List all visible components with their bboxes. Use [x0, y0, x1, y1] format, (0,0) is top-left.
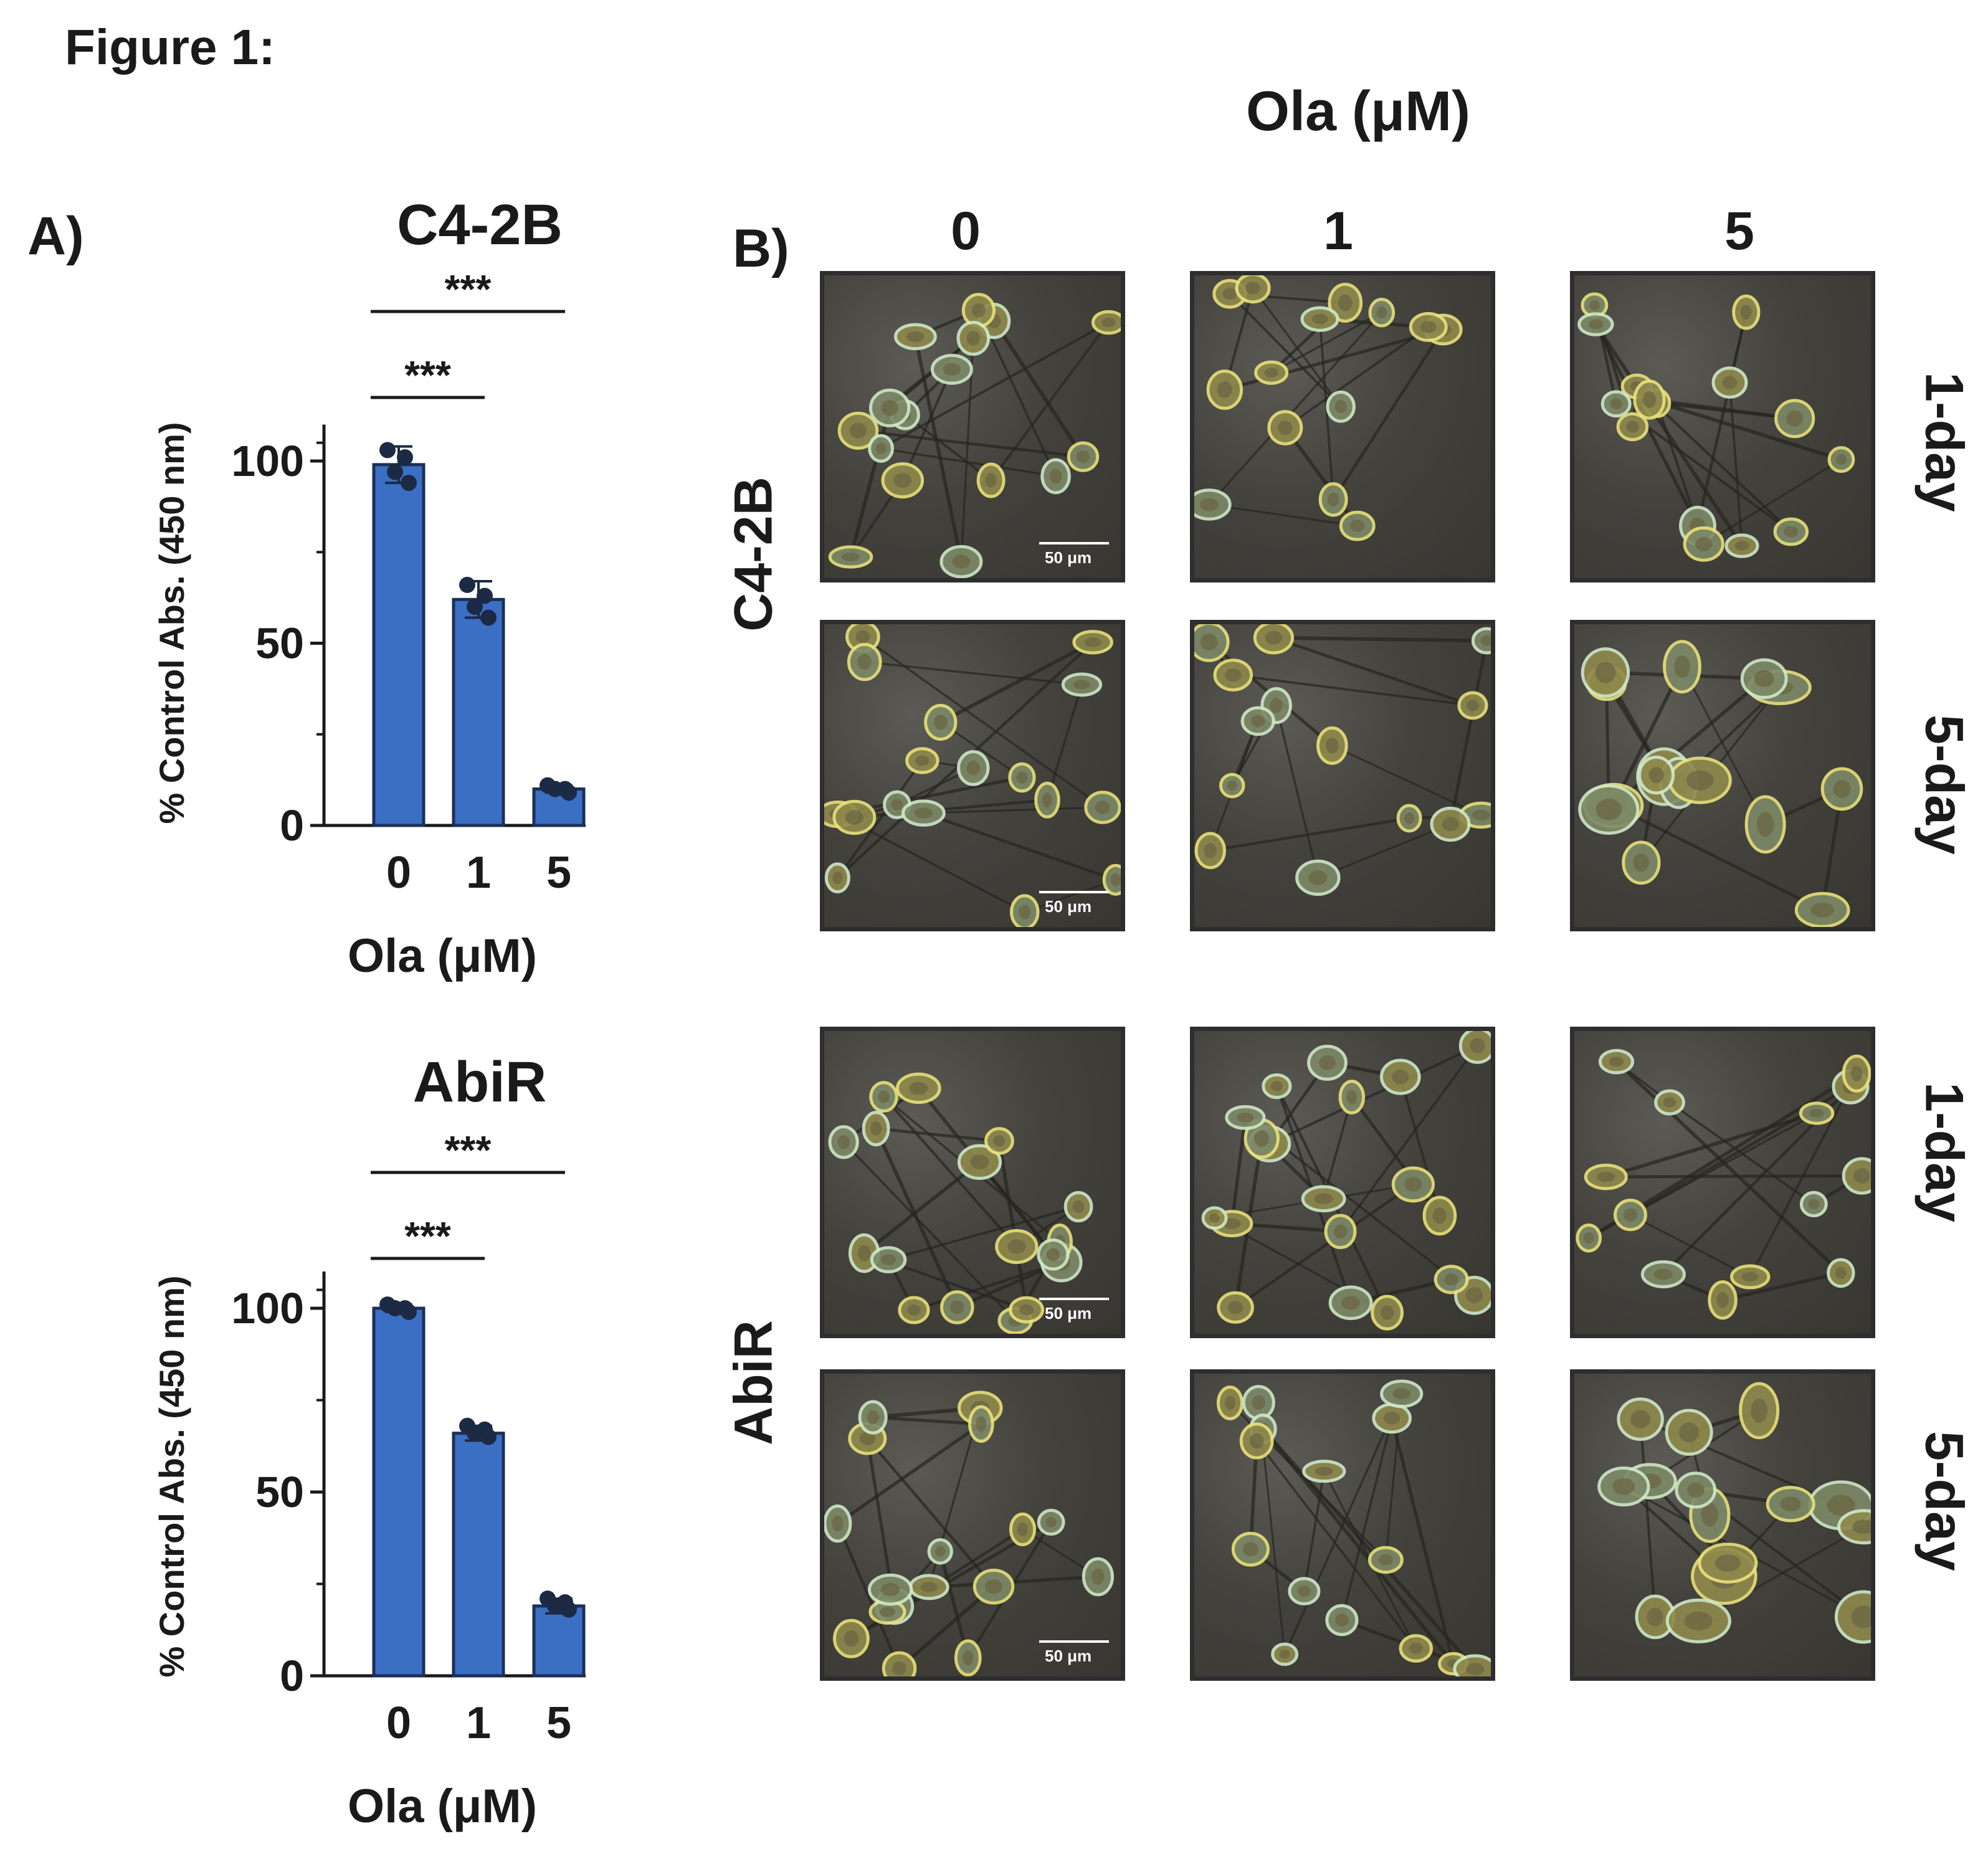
cell-image: [1578, 640, 1863, 927]
cell-image: [828, 1072, 1093, 1334]
chart-1-significance-label-1: ***: [445, 1128, 492, 1172]
cell-line-label-c42b: C4-2B: [723, 477, 784, 632]
scale-bar: [1039, 542, 1109, 544]
figure-title: Figure 1:: [65, 19, 275, 75]
cell-image: [1201, 1031, 1491, 1331]
micrograph-abir-1-day-5: [1570, 1027, 1875, 1338]
chart-0-y-tick-label-0: 0: [280, 801, 304, 850]
cell-image: [1194, 275, 1463, 541]
chart-0-y-label: % Control Abs. (450 nm): [152, 422, 191, 824]
chart-1-data-point-1: [480, 1428, 497, 1445]
chart-0-data-point-0: [379, 442, 396, 459]
chart-0-data-point-1: [459, 576, 475, 593]
scale-bar-label: 50 μm: [1045, 1304, 1092, 1323]
micrograph-c42b-5-day-0: 50 μm: [820, 620, 1125, 931]
chart-1-data-point-0: [387, 1300, 403, 1316]
chart-1-data-point-5: [561, 1601, 577, 1618]
micrograph-c42b-1-day-0: 50 μm: [820, 271, 1125, 582]
cell-image: [1597, 1382, 1871, 1644]
chart-0-data-point-1: [477, 587, 493, 604]
chart-0-data-point-0: [401, 475, 417, 492]
scale-bar: [1039, 1640, 1109, 1643]
micrograph-abir-5-day-5: [1570, 1369, 1875, 1681]
chart-0-x-tick-label-0: 0: [386, 848, 411, 898]
timepoint-label-c42b-1day: 1-day: [1914, 372, 1974, 512]
cell-image: [824, 624, 1121, 927]
cell-image: [1194, 624, 1491, 896]
scale-bar: [1039, 1298, 1109, 1300]
timepoint-label-abir-5day: 5-day: [1914, 1431, 1974, 1571]
chart-0-data-point-1: [480, 609, 497, 626]
scale-bar-label: 50 μm: [1045, 548, 1092, 567]
chart-1-data-point-5: [547, 1597, 563, 1614]
chart-0-bar-1: [452, 597, 505, 827]
chart-1-bar-1: [452, 1432, 505, 1678]
chart-1-title: AbiR: [413, 1050, 547, 1114]
chart-1-x-label: Ola (μM): [348, 1780, 537, 1833]
chart-1-x-tick-label-5: 5: [546, 1698, 571, 1748]
scale-bar-label: 50 μm: [1045, 897, 1092, 916]
panel-a-label: A): [27, 206, 84, 266]
chart-1-data-point-0: [401, 1303, 417, 1320]
chart-0-data-point-1: [467, 599, 483, 615]
chart-0-x-label: Ola (μM): [348, 929, 537, 982]
chart-1-bar-0: [372, 1306, 426, 1678]
chart-0-data-point-5: [547, 781, 563, 797]
chart-0-data-point-0: [397, 449, 413, 466]
chart-1-y-tick-label-0: 0: [280, 1652, 304, 1700]
micrograph-abir-5-day-1: [1190, 1369, 1495, 1681]
cell-line-label-abir: AbiR: [723, 1320, 784, 1445]
chart-1-y-tick-label-50: 50: [255, 1468, 304, 1516]
chart-0-data-point-5: [561, 784, 577, 801]
cell-image: [1577, 292, 1855, 562]
chart-0-significance-label-0: ***: [404, 353, 451, 397]
chart-0-title: C4-2B: [397, 193, 563, 257]
micrograph-c42b-1-day-1: [1190, 271, 1495, 582]
chart-1-y-label: % Control Abs. (450 nm): [152, 1275, 191, 1677]
micrograph-header: Ola (μM): [1245, 80, 1471, 143]
chart-0-x-tick-label-1: 1: [466, 848, 491, 898]
chart-0-data-point-0: [387, 463, 403, 480]
cell-image: [1576, 1048, 1871, 1320]
cell-image: [824, 1390, 1115, 1676]
micrograph-c42b-5-day-5: [1570, 620, 1875, 931]
chart-1-bar-5: [532, 1604, 586, 1678]
micrograph-c42b-5-day-1: [1190, 620, 1495, 931]
panel-b-label: B): [733, 219, 789, 278]
cell-image: [1216, 1379, 1491, 1676]
column-label-1: 1: [1323, 201, 1353, 261]
cell-image: [828, 293, 1121, 578]
scale-bar: [1039, 891, 1109, 893]
column-label-5: 5: [1724, 201, 1754, 261]
chart-0-x-tick-label-5: 5: [546, 848, 571, 898]
chart-0-y-tick-label-100: 100: [231, 437, 304, 485]
chart-0-y-tick-label-50: 50: [255, 619, 304, 668]
micrograph-abir-1-day-0: 50 μm: [820, 1027, 1125, 1338]
chart-0-significance-label-1: ***: [445, 267, 492, 311]
chart-1-x-tick-label-0: 0: [386, 1698, 411, 1748]
chart-0-bar-0: [372, 463, 426, 827]
chart-1-data-point-1: [467, 1425, 483, 1442]
scale-bar-label: 50 μm: [1045, 1647, 1092, 1665]
timepoint-label-abir-1day: 1-day: [1914, 1082, 1974, 1222]
timepoint-label-c42b-5day: 5-day: [1914, 715, 1974, 855]
chart-1-x-tick-label-1: 1: [466, 1698, 491, 1748]
chart-1-y-tick-label-100: 100: [231, 1284, 304, 1333]
chart-1-significance-label-0: ***: [404, 1214, 451, 1258]
micrograph-c42b-1-day-5: [1570, 271, 1875, 582]
micrograph-abir-5-day-0: 50 μm: [820, 1369, 1125, 1681]
micrograph-abir-1-day-1: [1190, 1027, 1495, 1338]
column-label-0: 0: [951, 201, 981, 261]
